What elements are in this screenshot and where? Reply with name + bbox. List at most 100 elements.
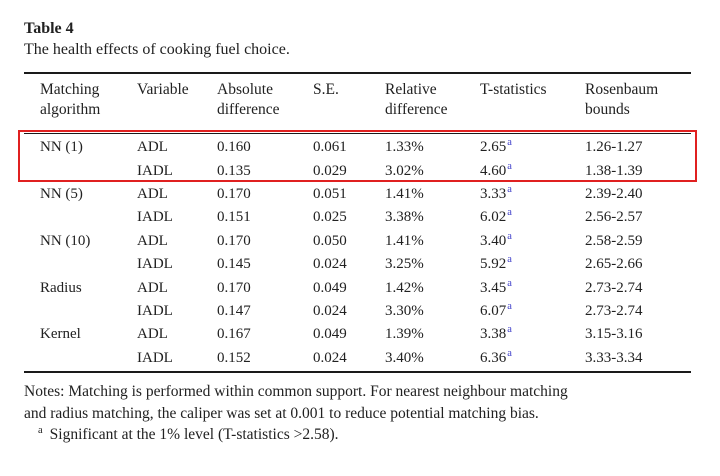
cell-se: 0.024: [313, 302, 347, 319]
significance-marker: a: [507, 347, 512, 359]
significance-marker: a: [507, 277, 512, 289]
table-row: IADL 0.135 0.029 3.02% 4.60a 1.38-1.39: [24, 159, 691, 182]
column-header-matching-algorithm: Matching algorithm: [40, 81, 101, 118]
significance-marker: a: [507, 300, 512, 312]
cell-variable: IADL: [137, 256, 173, 273]
cell-absolute-difference: 0.170: [217, 232, 251, 249]
cell-t-statistic: 4.60a: [480, 160, 512, 179]
cell-se: 0.061: [313, 139, 347, 156]
significance-marker: a: [507, 207, 512, 219]
cell-matching-algorithm: NN (1): [40, 139, 83, 156]
cell-se: 0.049: [313, 326, 347, 343]
cell-rosenbaum-bounds: 1.26-1.27: [585, 139, 643, 156]
cell-se: 0.025: [313, 209, 347, 226]
table-row: NN (5) ADL 0.170 0.051 1.41% 3.33a 2.39-…: [24, 183, 691, 206]
cell-t-statistic: 6.07a: [480, 300, 512, 319]
table-row: Kernel ADL 0.167 0.049 1.39% 3.38a 3.15-…: [24, 323, 691, 346]
footnote-marker: a: [38, 424, 43, 436]
table-row: NN (10) ADL 0.170 0.050 1.41% 3.40a 2.58…: [24, 230, 691, 253]
cell-t-statistic: 3.33a: [480, 183, 512, 202]
significance-marker: a: [507, 160, 512, 172]
cell-matching-algorithm: Radius: [40, 279, 82, 296]
cell-se: 0.029: [313, 162, 347, 179]
cell-t-statistic: 5.92a: [480, 254, 512, 273]
cell-variable: IADL: [137, 162, 173, 179]
cell-variable: ADL: [137, 232, 168, 249]
cell-relative-difference: 1.41%: [385, 232, 424, 249]
cell-variable: IADL: [137, 302, 173, 319]
cell-absolute-difference: 0.145: [217, 256, 251, 273]
cell-variable: ADL: [137, 326, 168, 343]
cell-rosenbaum-bounds: 2.56-2.57: [585, 209, 643, 226]
cell-rosenbaum-bounds: 3.33-3.34: [585, 349, 643, 366]
table-title: Table 4: [24, 20, 74, 37]
cell-t-statistic: 3.40a: [480, 230, 512, 249]
table-header-row: Matching algorithm Variable Absolute dif…: [24, 80, 691, 120]
cell-absolute-difference: 0.170: [217, 279, 251, 296]
table-row: NN (1) ADL 0.160 0.061 1.33% 2.65a 1.26-…: [24, 136, 691, 159]
table-row: IADL 0.151 0.025 3.38% 6.02a 2.56-2.57: [24, 206, 691, 229]
table-caption: The health effects of cooking fuel choic…: [24, 41, 290, 58]
cell-relative-difference: 1.33%: [385, 139, 424, 156]
cell-rosenbaum-bounds: 2.65-2.66: [585, 256, 643, 273]
cell-relative-difference: 3.02%: [385, 162, 424, 179]
table-rule-bottom: [24, 371, 691, 373]
cell-variable: ADL: [137, 279, 168, 296]
cell-absolute-difference: 0.170: [217, 185, 251, 202]
table-rule-header: [24, 133, 691, 134]
significance-marker: a: [507, 137, 512, 149]
footnote-line: a Significant at the 1% level (T-statisti…: [24, 424, 696, 446]
table-body: NN (1) ADL 0.160 0.061 1.33% 2.65a 1.26-…: [24, 136, 691, 370]
table-notes: Notes: Matching is performed within comm…: [24, 381, 696, 446]
table-row: IADL 0.152 0.024 3.40% 6.36a 3.33-3.34: [24, 347, 691, 370]
cell-rosenbaum-bounds: 2.39-2.40: [585, 185, 643, 202]
cell-se: 0.051: [313, 185, 347, 202]
column-header-rosenbaum-bounds: Rosenbaum bounds: [585, 81, 659, 118]
column-header-se: S.E.: [313, 81, 339, 98]
cell-variable: ADL: [137, 139, 168, 156]
column-header-relative-difference: Relative difference: [385, 81, 448, 118]
significance-marker: a: [507, 230, 512, 242]
notes-line-2: and radius matching, the caliper was set…: [24, 404, 539, 422]
cell-rosenbaum-bounds: 2.73-2.74: [585, 279, 643, 296]
cell-relative-difference: 1.42%: [385, 279, 424, 296]
footnote-text: Significant at the 1% level (T-statistic…: [49, 426, 339, 443]
table-row: IADL 0.147 0.024 3.30% 6.07a 2.73-2.74: [24, 300, 691, 323]
cell-absolute-difference: 0.135: [217, 162, 251, 179]
column-header-t-statistics: T-statistics: [480, 81, 547, 98]
cell-rosenbaum-bounds: 3.15-3.16: [585, 326, 643, 343]
cell-absolute-difference: 0.147: [217, 302, 251, 319]
significance-marker: a: [507, 324, 512, 336]
cell-matching-algorithm: Kernel: [40, 326, 81, 343]
cell-relative-difference: 1.39%: [385, 326, 424, 343]
cell-se: 0.050: [313, 232, 347, 249]
cell-variable: IADL: [137, 349, 173, 366]
table-rule-top: [24, 72, 691, 74]
cell-t-statistic: 2.65a: [480, 137, 512, 156]
cell-t-statistic: 6.36a: [480, 347, 512, 366]
cell-relative-difference: 3.38%: [385, 209, 424, 226]
cell-absolute-difference: 0.152: [217, 349, 251, 366]
cell-variable: IADL: [137, 209, 173, 226]
cell-absolute-difference: 0.167: [217, 326, 251, 343]
significance-marker: a: [507, 183, 512, 195]
cell-relative-difference: 3.30%: [385, 302, 424, 319]
cell-matching-algorithm: NN (10): [40, 232, 91, 249]
table-row: Radius ADL 0.170 0.049 1.42% 3.45a 2.73-…: [24, 276, 691, 299]
cell-rosenbaum-bounds: 2.58-2.59: [585, 232, 643, 249]
cell-relative-difference: 3.25%: [385, 256, 424, 273]
cell-absolute-difference: 0.151: [217, 209, 251, 226]
column-header-variable: Variable: [137, 81, 189, 98]
cell-t-statistic: 3.38a: [480, 324, 512, 343]
cell-variable: ADL: [137, 185, 168, 202]
cell-t-statistic: 3.45a: [480, 277, 512, 296]
cell-rosenbaum-bounds: 2.73-2.74: [585, 302, 643, 319]
cell-se: 0.049: [313, 279, 347, 296]
table-row: IADL 0.145 0.024 3.25% 5.92a 2.65-2.66: [24, 253, 691, 276]
cell-absolute-difference: 0.160: [217, 139, 251, 156]
cell-t-statistic: 6.02a: [480, 207, 512, 226]
cell-rosenbaum-bounds: 1.38-1.39: [585, 162, 643, 179]
cell-relative-difference: 1.41%: [385, 185, 424, 202]
cell-relative-difference: 3.40%: [385, 349, 424, 366]
